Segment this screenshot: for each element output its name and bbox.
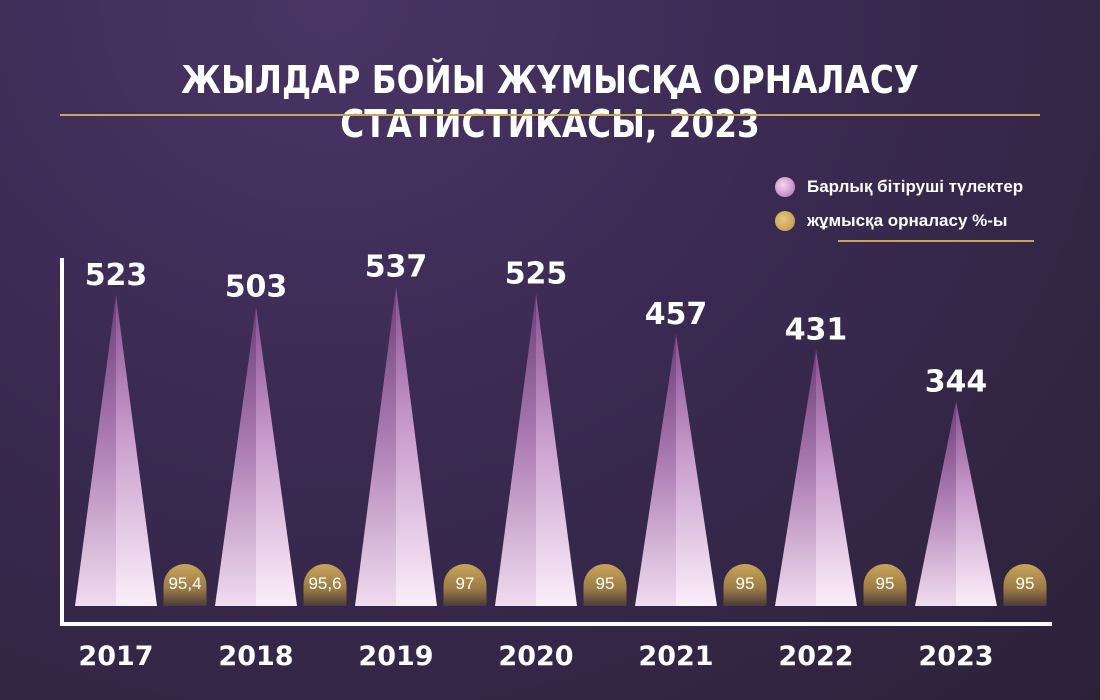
graduates-bar-left-2022 — [775, 349, 816, 606]
x-tick-label-2022: 2022 — [778, 641, 853, 672]
legend: Барлық бітіруші түлектер жұмысқа орналас… — [775, 172, 1055, 240]
graduates-bar-right-2023 — [956, 401, 997, 606]
graduates-bar-left-2019 — [355, 286, 396, 606]
x-tick-label-2018: 2018 — [218, 641, 293, 672]
graduates-value-label-2019: 537 — [365, 249, 428, 284]
x-tick-label-2021: 2021 — [638, 641, 713, 672]
legend-item-graduates: Барлық бітіруші түлектер — [775, 172, 1055, 202]
graduates-value-label-2018: 503 — [225, 270, 288, 305]
employment-value-label-2017: 95,4 — [168, 574, 201, 593]
employment-marker-2023 — [1003, 564, 1047, 606]
legend-swatch-graduates — [775, 177, 795, 197]
x-tick-label-2023: 2023 — [918, 641, 993, 672]
employment-marker-2017 — [163, 564, 207, 606]
employment-marker-2018 — [303, 564, 347, 606]
graduates-value-label-2023: 344 — [925, 364, 988, 399]
employment-value-label-2021: 95 — [736, 574, 755, 593]
x-tick-label-2020: 2020 — [498, 641, 573, 672]
graduates-bar-right-2022 — [816, 349, 857, 606]
graduates-bar-left-2023 — [915, 401, 956, 606]
employment-value-label-2020: 95 — [596, 574, 615, 593]
graduates-bar-left-2021 — [635, 334, 676, 606]
graduates-bar-right-2018 — [256, 306, 297, 606]
employment-value-label-2023: 95 — [1016, 574, 1035, 593]
graduates-value-label-2021: 457 — [645, 297, 708, 332]
employment-value-label-2022: 95 — [876, 574, 895, 593]
legend-label-employment: жұмысқа орналасу %-ы — [807, 211, 1008, 230]
employment-marker-2020 — [583, 564, 627, 606]
graduates-bar-right-2019 — [396, 286, 437, 606]
legend-item-employment: жұмысқа орналасу %-ы — [775, 206, 1055, 236]
employment-value-label-2019: 97 — [456, 574, 475, 593]
title-underline — [60, 114, 1040, 116]
legend-underline — [838, 240, 1034, 242]
graduates-value-label-2022: 431 — [785, 313, 848, 348]
graduates-value-label-2020: 525 — [505, 257, 568, 292]
graduates-value-label-2017: 523 — [85, 258, 148, 293]
legend-swatch-employment — [775, 211, 795, 231]
x-tick-label-2017: 2017 — [78, 641, 153, 672]
x-tick-label-2019: 2019 — [358, 641, 433, 672]
employment-marker-2021 — [723, 564, 767, 606]
graduates-bar-left-2020 — [495, 293, 536, 606]
employment-marker-2019 — [443, 564, 487, 606]
legend-label-graduates: Барлық бітіруші түлектер — [807, 177, 1024, 196]
graduates-bar-left-2018 — [215, 306, 256, 606]
employment-value-label-2018: 95,6 — [308, 574, 341, 593]
employment-marker-2022 — [863, 564, 907, 606]
chart-title: ЖЫЛДАР БОЙЫ ЖҰМЫСҚА ОРНАЛАСУ СТАТИСТИКАС… — [180, 58, 920, 146]
graduates-bar-right-2017 — [116, 294, 157, 606]
graduates-bar-right-2021 — [676, 334, 717, 606]
graduates-bar-left-2017 — [75, 294, 116, 606]
graduates-bar-right-2020 — [536, 293, 577, 606]
